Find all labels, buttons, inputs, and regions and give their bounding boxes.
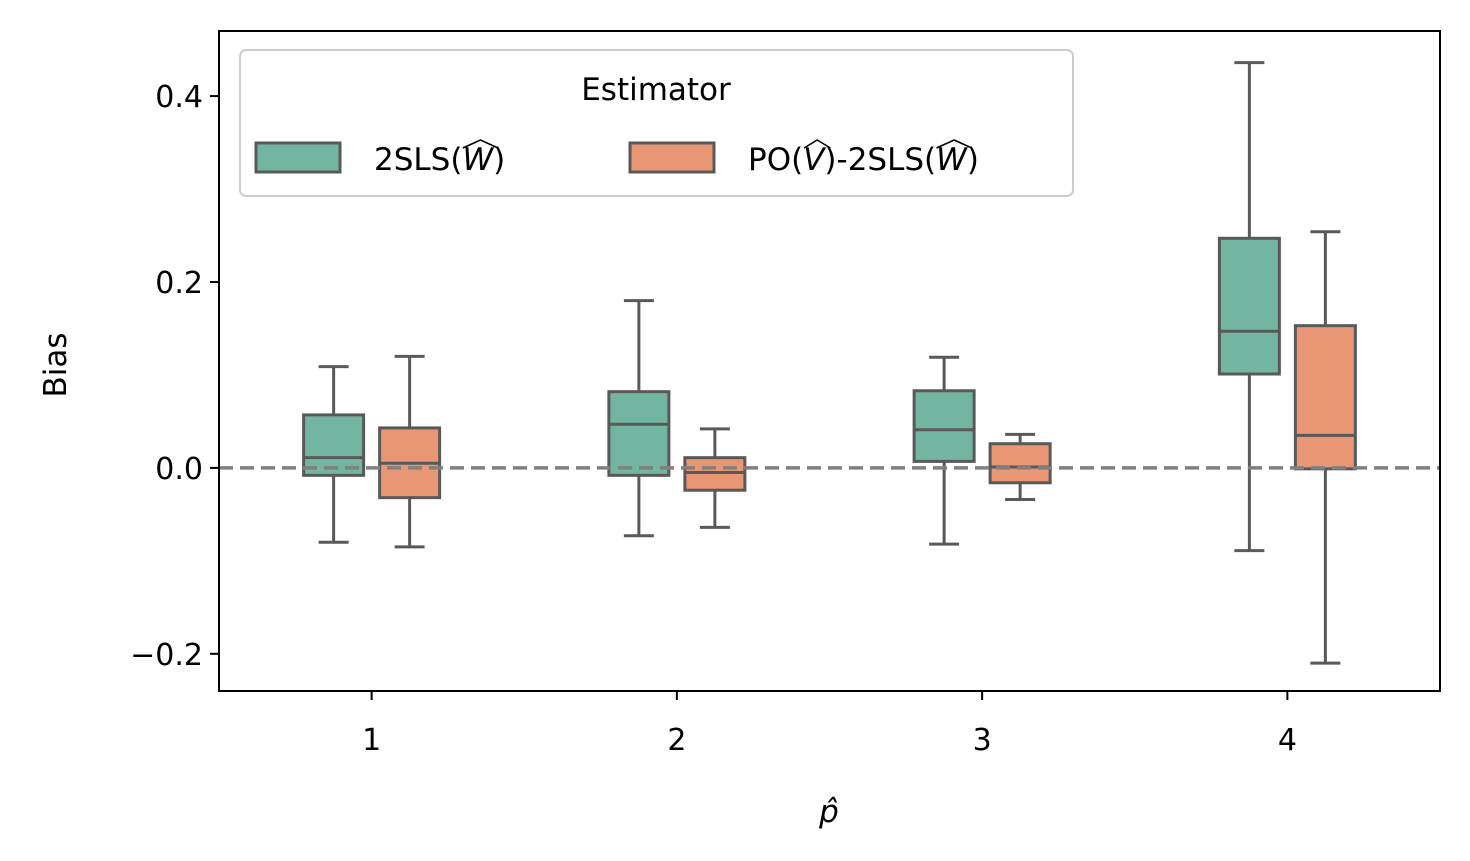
legend-label-po-middle: )-2SLS( <box>824 142 936 178</box>
legend-label-po-2sls: PO(V)-2SLS(W) <box>748 142 979 178</box>
box-iqr <box>912 389 976 463</box>
y-tick-label: −0.2 <box>130 638 203 673</box>
x-axis-label-text: p̂ <box>818 794 839 830</box>
hat-accent <box>936 139 973 149</box>
x-tick-label: 1 <box>362 723 381 758</box>
box-2sls-p3 <box>912 355 976 546</box>
legend: Estimator 2SLS(W) PO(V)-2SLS(W) <box>239 49 1074 197</box>
box-iqr <box>1217 236 1281 376</box>
legend-label-po-suffix: ) <box>967 142 979 178</box>
x-tick-label: 3 <box>973 723 992 758</box>
hat-accent <box>462 139 499 149</box>
y-axis-label: Bias <box>38 332 74 397</box>
legend-swatch-2sls <box>254 141 342 174</box>
legend-title: Estimator <box>581 72 731 108</box>
legend-label-2sls-prefix: 2SLS( <box>374 142 462 178</box>
hat-accent <box>803 139 831 149</box>
box-iqr <box>1293 324 1357 471</box>
plot-area: −0.2 0.0 0.2 0.4 1 2 3 4 <box>130 30 1441 758</box>
box-po-2sls-p2 <box>683 427 747 529</box>
box-iqr <box>988 442 1052 485</box>
y-tick-label: 0.2 <box>155 266 203 301</box>
box-po-2sls-p4 <box>1293 230 1357 665</box>
x-tick-label: 4 <box>1278 723 1297 758</box>
box-iqr <box>607 390 671 477</box>
legend-label-2sls-suffix: ) <box>493 142 505 178</box>
box-2sls-p2 <box>607 299 671 538</box>
legend-label-po-hat-w: W <box>936 142 968 178</box>
legend-swatch-po-2sls <box>628 141 716 174</box>
x-tick-label: 2 <box>667 723 686 758</box>
y-tick-label: 0.0 <box>155 452 203 487</box>
x-axis-label: p̂ <box>818 794 839 830</box>
legend-label-po-prefix: PO( <box>748 142 803 178</box>
legend-frame <box>239 49 1074 197</box>
y-tick-label: 0.4 <box>155 80 203 115</box>
box-po-2sls-p1 <box>378 354 442 549</box>
plot-frame <box>218 30 1441 692</box>
legend-label-2sls: 2SLS(W) <box>374 142 505 178</box>
legend-label-po-hat-v: V <box>803 142 827 178</box>
box-2sls-p4 <box>1217 61 1281 553</box>
box-iqr <box>302 413 366 477</box>
legend-label-2sls-hat: W <box>462 142 494 178</box>
box-2sls-p1 <box>302 365 366 544</box>
